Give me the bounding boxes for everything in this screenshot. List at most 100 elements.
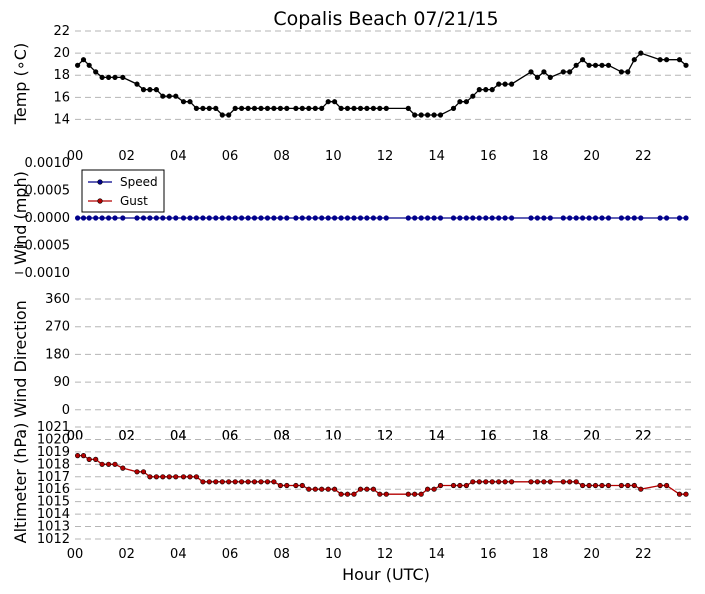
- temperature-data-point: [344, 105, 351, 111]
- altimeter-data-point: [277, 482, 284, 489]
- wind-direction-panel: 0 90 180 270 360 Wind Direction 00 02 04 06 08 10 12…: [11, 292, 695, 444]
- altimeter-y-tick-label: 1018: [37, 457, 70, 472]
- temperature-x-tick-label: 10: [325, 149, 342, 164]
- temperature-data-point: [312, 105, 318, 111]
- wind-data-point: [120, 215, 126, 221]
- wind-data-point: [450, 215, 457, 221]
- altimeter-data-point: [412, 491, 418, 497]
- wind-data-point: [476, 215, 482, 221]
- altimeter-data-point: [86, 456, 92, 463]
- wind-y-tick-label: 0.0010: [25, 156, 71, 171]
- altimeter-data-point: [437, 482, 444, 489]
- altimeter-data-point: [200, 479, 206, 485]
- altimeter-x-tick-label: 10: [325, 547, 342, 562]
- wind-y-tick-label: −0.0010: [14, 266, 70, 281]
- wind-data-point: [599, 215, 605, 221]
- wind-data-point: [134, 215, 140, 221]
- altimeter-data-point: [166, 474, 172, 480]
- temperature-data-point: [450, 105, 457, 111]
- temperature-data-point: [332, 99, 338, 105]
- wind-data-point: [232, 215, 238, 221]
- altimeter-data-point: [483, 479, 489, 485]
- temperature-data-point: [437, 112, 444, 118]
- temperature-data-point: [299, 105, 305, 111]
- wind-data-point: [226, 215, 232, 221]
- altimeter-data-point: [105, 461, 112, 467]
- temperature-data-point: [573, 62, 579, 68]
- temperature-data-point: [351, 105, 357, 111]
- temperature-data-point: [80, 57, 87, 63]
- wind-data-point: [638, 215, 644, 221]
- altimeter-data-point: [370, 486, 377, 492]
- wind-x-tick-label: 04: [170, 429, 187, 444]
- temperature-data-point: [638, 50, 644, 56]
- wind-data-point: [160, 215, 166, 221]
- temperature-data-point: [683, 62, 689, 68]
- legend-entry-label: Speed: [120, 175, 158, 189]
- altimeter-data-point: [80, 453, 87, 459]
- temperature-data-point: [264, 105, 271, 111]
- temperature-data-point: [528, 69, 534, 75]
- altimeter-data-point: [528, 479, 534, 485]
- wind-y-tick-label: 0.0005: [25, 184, 71, 199]
- altimeter-y-axis-label: Altimeter (hPa): [11, 423, 30, 544]
- temperature-y-axis-label: Temp (∘C): [11, 43, 30, 125]
- altimeter-data-point: [134, 469, 140, 475]
- wind-direction-x-tick-label: 16: [480, 429, 497, 444]
- altimeter-x-tick-label: 08: [273, 547, 290, 562]
- altimeter-x-tick-label: 16: [480, 547, 497, 562]
- altimeter-y-tick-label: 1019: [37, 445, 70, 460]
- altimeter-data-point: [383, 491, 389, 497]
- altimeter-x-tick-label: 12: [377, 547, 394, 562]
- wind-data-point: [357, 215, 364, 221]
- temperature-data-point: [431, 112, 437, 118]
- wind-y-tick-label: 0.0000: [25, 211, 71, 226]
- altimeter-data-point: [463, 482, 470, 489]
- wind-data-point: [509, 215, 515, 221]
- altimeter-y-tick-label: 1015: [37, 495, 70, 510]
- altimeter-data-point: [541, 479, 547, 485]
- wind-direction-y-tick-label: 90: [53, 375, 70, 390]
- wind-direction-y-tick-label: 180: [45, 347, 70, 362]
- temperature-data-point: [618, 69, 625, 75]
- temperature-data-point: [140, 86, 147, 93]
- altimeter-data-point: [193, 474, 199, 480]
- altimeter-data-point: [264, 479, 271, 485]
- wind-data-point: [332, 215, 338, 221]
- wind-data-point: [245, 215, 251, 221]
- altimeter-data-point: [306, 486, 312, 492]
- altimeter-data-point: [573, 479, 579, 485]
- temperature-data-point: [74, 62, 81, 68]
- wind-direction-x-tick-label: 08: [273, 429, 290, 444]
- altimeter-data-point: [683, 491, 689, 497]
- wind-direction-x-tick-label: 14: [428, 429, 445, 444]
- wind-x-tick-label: 06: [222, 429, 239, 444]
- wind-data-point: [193, 215, 199, 221]
- temperature-data-point: [405, 105, 411, 111]
- wind-data-point: [457, 215, 463, 221]
- altimeter-data-point: [425, 486, 431, 492]
- wind-data-point: [99, 215, 105, 221]
- temperature-data-point: [625, 69, 631, 75]
- wind-x-tick-label: 10: [325, 429, 342, 444]
- wind-data-point: [592, 215, 599, 221]
- wind-data-point: [206, 215, 212, 221]
- wind-direction-y-tick-label: 360: [45, 292, 70, 307]
- temperature-x-tick-label: 06: [222, 149, 239, 164]
- wind-data-point: [153, 215, 159, 221]
- wind-data-point: [173, 215, 179, 221]
- wind-data-point: [405, 215, 411, 221]
- wind-direction-x-tick-label: 10: [325, 429, 342, 444]
- wind-data-point: [573, 215, 579, 221]
- altimeter-data-point: [470, 479, 476, 485]
- temperature-data-point: [476, 86, 482, 93]
- altimeter-data-point: [502, 479, 508, 485]
- wind-data-point: [579, 215, 586, 221]
- wind-data-point: [560, 215, 566, 221]
- temperature-data-point: [239, 105, 245, 111]
- wind-direction-x-tick-label: 00: [67, 429, 84, 444]
- altimeter-x-tick-label: 04: [170, 547, 187, 562]
- wind-x-tick-label: 14: [428, 429, 445, 444]
